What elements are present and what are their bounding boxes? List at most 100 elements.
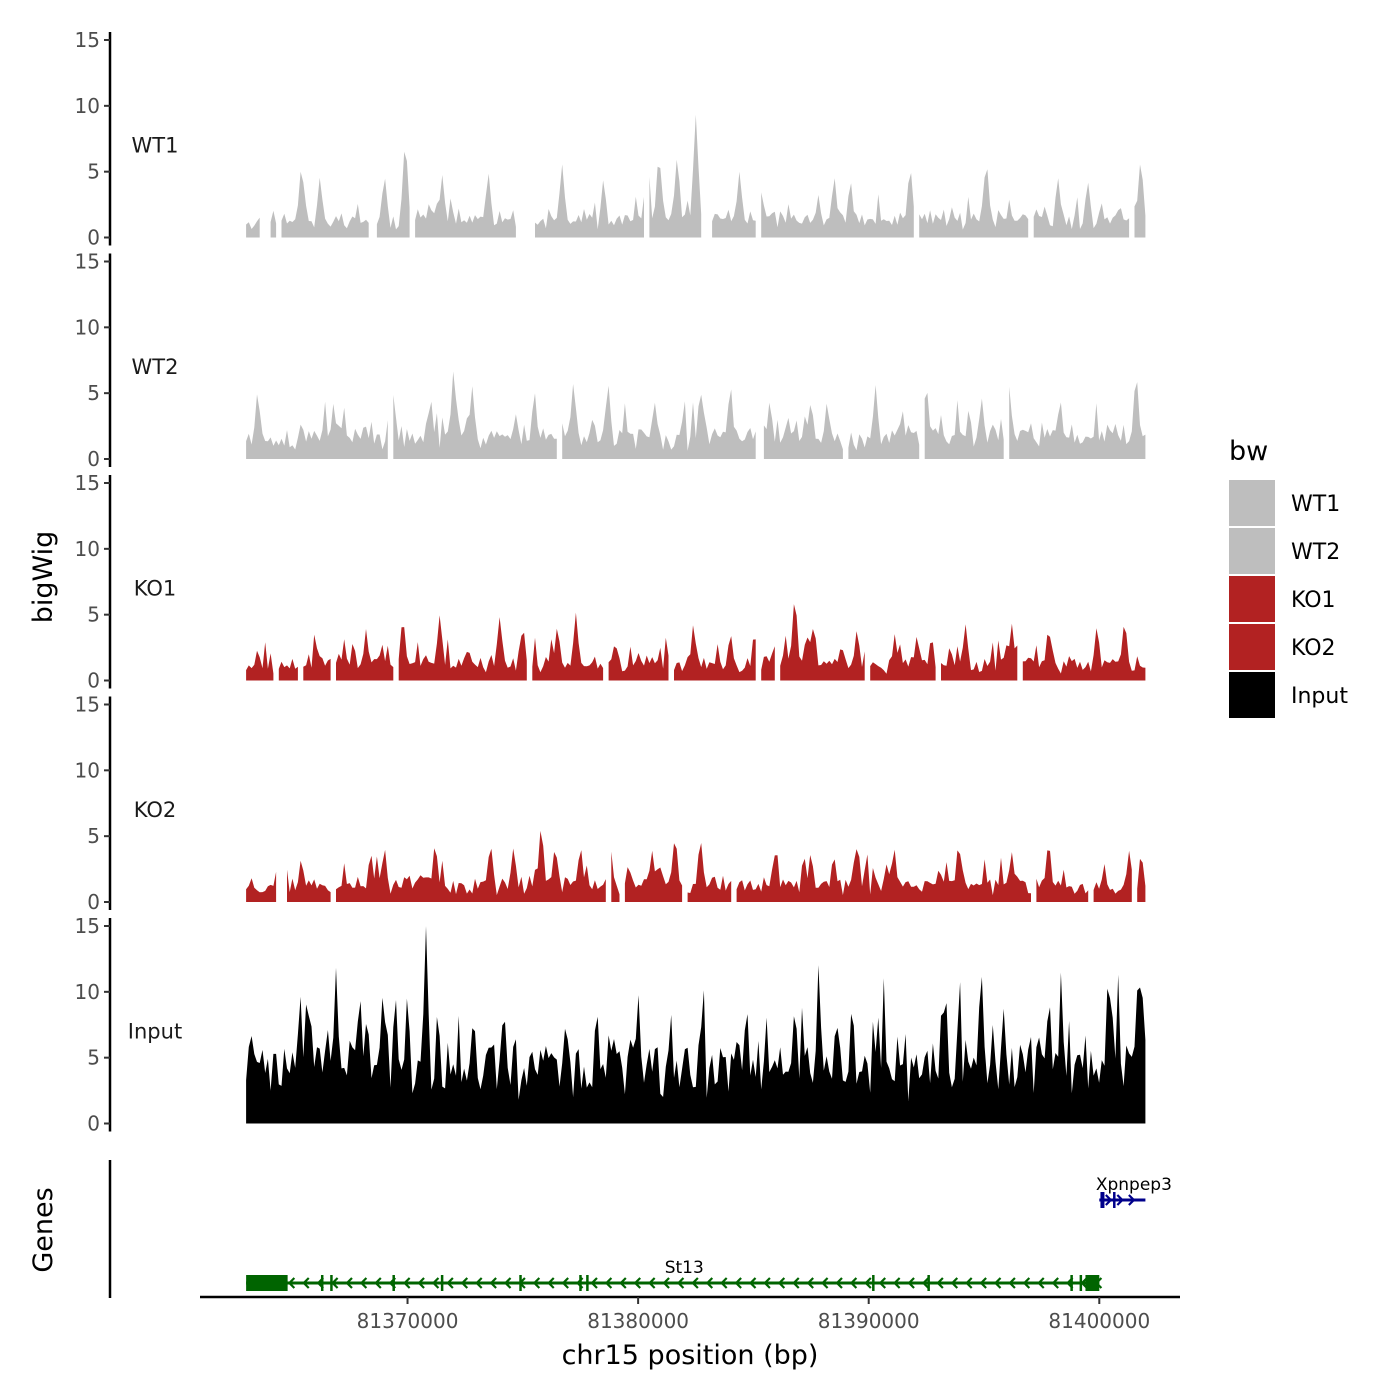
y-tick-label: 10 <box>75 315 100 339</box>
signal-area-wt1 <box>535 164 644 238</box>
strand-chevron <box>1128 1194 1136 1206</box>
signal-area-ko1 <box>246 642 274 681</box>
x-axis: 81370000 81380000 81390000 81400000 <box>200 1295 1180 1333</box>
signal-area-wt1 <box>246 217 260 238</box>
y-tick-label: 0 <box>87 890 100 914</box>
signal-area-ko1 <box>336 629 394 681</box>
y-tick-label: 0 <box>87 226 100 250</box>
strand-chevron <box>475 1277 483 1289</box>
signal-area-wt1 <box>761 173 914 238</box>
strand-chevron <box>431 1277 440 1289</box>
strand-chevron <box>936 1277 944 1289</box>
signal-area-wt1 <box>1033 178 1130 238</box>
signal-area-wt2 <box>1009 382 1146 459</box>
strand-chevron <box>950 1277 959 1289</box>
strand-chevron <box>648 1277 656 1289</box>
x-tick-label: 81370000 <box>357 1309 459 1333</box>
strand-chevron <box>561 1277 569 1289</box>
signal-area-ko1 <box>1022 626 1146 681</box>
y-tick-label: 5 <box>87 824 100 848</box>
x-tick-label: 81380000 <box>587 1309 689 1333</box>
y-tick-label: 10 <box>75 537 100 561</box>
signal-area-ko1 <box>532 612 604 681</box>
y-axis-title: bigWig <box>28 531 59 624</box>
strand-chevron <box>633 1277 642 1289</box>
legend-label-wt1: WT1 <box>1291 492 1340 517</box>
strand-chevron <box>864 1277 872 1289</box>
y-tick-label: 10 <box>75 94 100 118</box>
strand-chevron <box>777 1277 786 1289</box>
gene-exon <box>1085 1275 1100 1291</box>
strand-chevron <box>460 1277 469 1289</box>
signal-area-ko1 <box>761 646 775 681</box>
signal-area-wt2 <box>393 371 557 459</box>
legend-label-wt2: WT2 <box>1291 540 1340 565</box>
signal-area-ko1 <box>278 658 298 681</box>
y-tick-label: 0 <box>87 1112 100 1136</box>
signal-area-wt2 <box>924 392 1004 459</box>
strand-chevron <box>1037 1277 1045 1289</box>
legend-label-input: Input <box>1291 684 1348 709</box>
y-tick-label: 15 <box>75 471 100 495</box>
legend-swatch-wt1 <box>1229 480 1275 526</box>
signal-area-ko1 <box>398 615 527 681</box>
signal-area-wt1 <box>712 171 756 238</box>
y-tick-label: 5 <box>87 160 100 184</box>
y-tick-label: 15 <box>75 693 100 717</box>
strand-chevron <box>287 1277 296 1289</box>
y-tick-label: 0 <box>87 447 100 471</box>
y-tick-label: 10 <box>75 758 100 782</box>
legend-label-ko2: KO2 <box>1291 636 1336 661</box>
strand-chevron <box>893 1277 901 1289</box>
gene-exon <box>246 1275 288 1291</box>
signal-area-ko1 <box>941 623 1018 681</box>
signal-area-ko1 <box>870 634 936 681</box>
genes-axis-title: Genes <box>28 1187 59 1272</box>
signal-area-ko1 <box>303 634 331 681</box>
strand-chevron <box>547 1277 555 1289</box>
bigwig-tracks: 0 5 10 15 WT1 0 5 10 15 WT2 0 5 10 15 KO1 0 5 10 15 KO2 0 5 10… <box>75 28 1146 1136</box>
strand-chevron <box>878 1277 887 1289</box>
signal-area-ko2 <box>246 871 277 902</box>
signal-area-ko2 <box>1093 850 1132 902</box>
strand-chevron <box>590 1277 598 1289</box>
legend-title: bw <box>1229 436 1268 467</box>
signal-area-ko1 <box>780 604 865 681</box>
x-axis-title: chr15 position (bp) <box>562 1340 819 1371</box>
y-tick-label: 5 <box>87 381 100 405</box>
strand-chevron <box>676 1277 685 1289</box>
signal-area-wt1 <box>919 169 1029 238</box>
track-panel-wt1: 0 5 10 15 WT1 <box>75 28 1146 250</box>
strand-chevron <box>806 1277 814 1289</box>
gene-track: St13 Xpnpep3 <box>108 1160 1172 1298</box>
strand-chevron <box>979 1277 987 1289</box>
signal-area-ko2 <box>687 843 732 902</box>
strand-chevron <box>849 1277 858 1289</box>
strand-chevron <box>705 1277 714 1289</box>
track-label-wt2: WT2 <box>132 355 179 379</box>
strand-chevron <box>604 1277 613 1289</box>
track-panel-ko2: 0 5 10 15 KO2 <box>75 693 1146 914</box>
legend-swatch-input <box>1229 672 1275 718</box>
strand-chevron <box>302 1277 310 1289</box>
y-tick-label: 5 <box>87 1046 100 1070</box>
y-tick-label: 5 <box>87 603 100 627</box>
signal-area-wt1 <box>1134 164 1146 238</box>
strand-chevron <box>763 1277 771 1289</box>
strand-chevron <box>1051 1277 1059 1289</box>
signal-area-wt1 <box>415 173 516 238</box>
strand-chevron <box>1116 1194 1124 1206</box>
signal-area-ko2 <box>1036 850 1089 902</box>
strand-chevron <box>792 1277 800 1289</box>
signal-area-ko1 <box>674 625 756 681</box>
signal-area-wt1 <box>281 171 369 238</box>
signal-area-wt1 <box>376 151 410 238</box>
track-panel-ko1: 0 5 10 15 KO1 <box>75 471 1146 693</box>
strand-chevron <box>619 1277 627 1289</box>
gene-exon <box>1100 1192 1105 1208</box>
strand-chevron <box>691 1277 699 1289</box>
signal-area-wt2 <box>763 402 843 459</box>
x-tick-label: 81400000 <box>1048 1309 1150 1333</box>
strand-chevron <box>965 1277 973 1289</box>
